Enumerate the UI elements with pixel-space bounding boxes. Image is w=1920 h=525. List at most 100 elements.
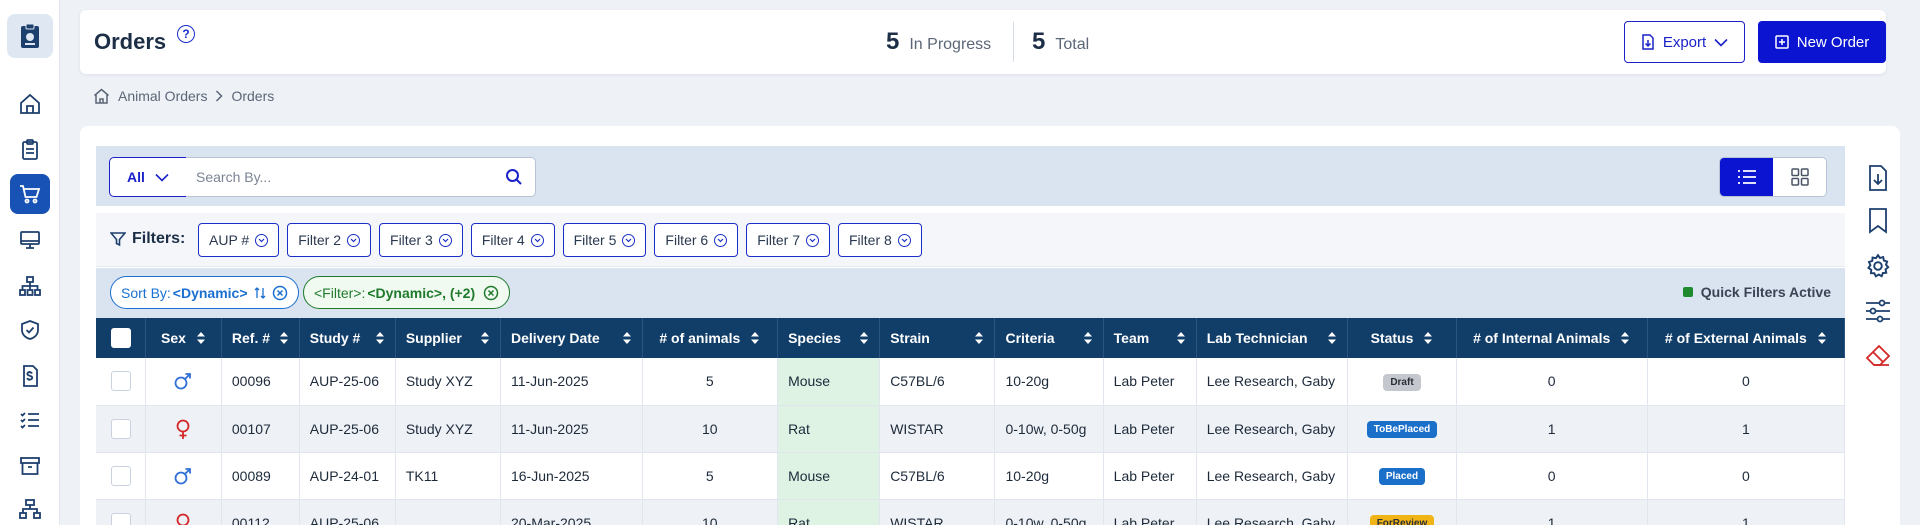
cell-criteria: 0-10w, 0-50g bbox=[994, 499, 1104, 525]
nav-compliance[interactable] bbox=[10, 310, 50, 350]
scope-select-value: All bbox=[127, 169, 145, 185]
chevron-circle-icon bbox=[255, 233, 269, 247]
column-header[interactable]: Species bbox=[777, 318, 881, 358]
nav-orders[interactable] bbox=[10, 174, 50, 214]
hierarchy-icon bbox=[19, 276, 41, 296]
column-header[interactable]: Ref. # bbox=[221, 318, 300, 358]
nav-monitor[interactable] bbox=[10, 220, 50, 260]
sliders-icon bbox=[1866, 299, 1890, 323]
sort-arrows-icon[interactable] bbox=[480, 331, 490, 345]
column-header[interactable]: Supplier bbox=[395, 318, 501, 358]
search-input[interactable] bbox=[196, 167, 486, 187]
filter-chip-aup[interactable]: AUP # bbox=[198, 223, 280, 257]
sort-arrows-icon[interactable] bbox=[375, 331, 385, 345]
settings-button[interactable] bbox=[1862, 250, 1894, 282]
row-checkbox[interactable] bbox=[110, 418, 131, 439]
table-row[interactable]: 00112 AUP-25-06 20-Mar-2025 10 Rat WISTAR 0-10… bbox=[96, 499, 1845, 525]
sort-arrows-icon[interactable] bbox=[859, 331, 869, 345]
cell-lab-technician: Lee Research, Gaby bbox=[1196, 499, 1349, 525]
select-all-header bbox=[96, 318, 147, 358]
column-header[interactable]: Criteria bbox=[994, 318, 1104, 358]
column-header[interactable]: Delivery Date bbox=[500, 318, 643, 358]
sort-arrows-icon[interactable] bbox=[196, 331, 206, 345]
stat-total: 5 Total bbox=[1032, 28, 1089, 56]
column-header[interactable]: Lab Technician bbox=[1196, 318, 1349, 358]
filter-chip-7[interactable]: Filter 7 bbox=[746, 223, 830, 257]
table-row[interactable]: 00096 AUP-25-06 Study XYZ 11-Jun-2025 5 Mouse… bbox=[96, 358, 1845, 405]
view-toggle bbox=[1719, 157, 1827, 197]
column-header[interactable]: Study # bbox=[299, 318, 396, 358]
column-header[interactable]: # of animals bbox=[642, 318, 779, 358]
nav-billing[interactable] bbox=[10, 356, 50, 396]
filter-chip-8[interactable]: Filter 8 bbox=[838, 223, 922, 257]
nav-hierarchy[interactable] bbox=[10, 266, 50, 306]
column-header[interactable]: # of Internal Animals bbox=[1456, 318, 1648, 358]
search-toolbar: All bbox=[96, 146, 1845, 206]
table-row[interactable]: 00107 AUP-25-06 Study XYZ 11-Jun-2025 10 Rat W… bbox=[96, 405, 1845, 452]
sort-arrows-icon[interactable] bbox=[1083, 331, 1093, 345]
app-logo[interactable] bbox=[7, 14, 53, 58]
nav-sitemap[interactable] bbox=[10, 490, 50, 525]
cell-status: ToBePlaced bbox=[1347, 405, 1457, 452]
nav-home[interactable] bbox=[10, 84, 50, 124]
nav-archive[interactable] bbox=[10, 446, 50, 486]
column-header[interactable]: Sex bbox=[145, 318, 222, 358]
clear-filters-button[interactable] bbox=[1862, 340, 1894, 372]
sort-arrows-icon[interactable] bbox=[1817, 331, 1827, 345]
sort-arrows-icon[interactable] bbox=[974, 331, 984, 345]
search-box bbox=[186, 157, 536, 197]
export-button[interactable]: Export bbox=[1624, 21, 1745, 63]
help-icon[interactable]: ? bbox=[177, 25, 195, 43]
cell-select bbox=[96, 358, 147, 405]
select-all-checkbox[interactable] bbox=[110, 328, 131, 348]
row-checkbox[interactable] bbox=[110, 371, 131, 392]
bookmark-button[interactable] bbox=[1862, 205, 1894, 237]
column-header[interactable]: Strain bbox=[879, 318, 996, 358]
table-row[interactable]: 00089 AUP-24-01 TK11 16-Jun-2025 5 Mouse C57BL… bbox=[96, 452, 1845, 499]
download-doc-button[interactable] bbox=[1862, 162, 1894, 194]
breadcrumb-orders[interactable]: Orders bbox=[231, 88, 275, 104]
column-settings-button[interactable] bbox=[1862, 295, 1894, 327]
sort-arrows-icon[interactable] bbox=[1620, 331, 1630, 345]
cell-external-animals: 1 bbox=[1647, 405, 1845, 452]
close-circle-icon[interactable] bbox=[272, 285, 288, 301]
breadcrumb-animal-orders[interactable]: Animal Orders bbox=[118, 88, 208, 104]
sort-arrows-icon[interactable] bbox=[1327, 331, 1337, 345]
filter-chip-5[interactable]: Filter 5 bbox=[562, 223, 647, 257]
cell-team: Lab Peter bbox=[1103, 499, 1197, 525]
status-badge: Placed bbox=[1378, 468, 1426, 485]
sort-arrows-icon[interactable] bbox=[279, 331, 289, 345]
filter-chip-3[interactable]: Filter 3 bbox=[379, 223, 463, 257]
filter-chip-2[interactable]: Filter 2 bbox=[287, 223, 372, 257]
cell-external-animals: 0 bbox=[1647, 358, 1845, 405]
new-order-button[interactable]: New Order bbox=[1758, 21, 1886, 63]
grid-view-button[interactable] bbox=[1773, 158, 1826, 196]
list-view-button[interactable] bbox=[1720, 158, 1773, 196]
column-header-label: # of animals bbox=[659, 330, 741, 346]
shield-check-icon bbox=[21, 320, 39, 340]
scope-select[interactable]: All bbox=[109, 157, 187, 197]
filter-chip-label: Filter 7 bbox=[757, 232, 800, 248]
nav-checklist[interactable] bbox=[10, 400, 50, 440]
close-circle-icon[interactable] bbox=[483, 285, 499, 301]
filter-pill[interactable]: <Filter>: <Dynamic>, (+2) bbox=[303, 276, 511, 309]
row-checkbox[interactable] bbox=[110, 512, 131, 525]
cell-animal-count: 5 bbox=[642, 452, 779, 499]
gear-icon bbox=[1867, 253, 1890, 278]
sort-arrows-icon[interactable] bbox=[750, 331, 760, 345]
new-order-label: New Order bbox=[1796, 33, 1870, 51]
column-header[interactable]: Team bbox=[1103, 318, 1197, 358]
column-header[interactable]: # of External Animals bbox=[1647, 318, 1845, 358]
home-icon[interactable] bbox=[93, 88, 110, 104]
filter-chip-4[interactable]: Filter 4 bbox=[470, 223, 555, 257]
sort-arrows-icon[interactable] bbox=[622, 331, 632, 345]
sort-arrows-icon[interactable] bbox=[1176, 331, 1186, 345]
sort-pill[interactable]: Sort By: <Dynamic> bbox=[110, 276, 299, 309]
search-icon[interactable] bbox=[505, 168, 523, 186]
nav-tasks[interactable] bbox=[10, 130, 50, 170]
row-checkbox[interactable] bbox=[110, 465, 131, 486]
cell-internal-animals: 1 bbox=[1456, 405, 1648, 452]
sort-arrows-icon[interactable] bbox=[1423, 331, 1433, 345]
filter-chip-6[interactable]: Filter 6 bbox=[654, 223, 739, 257]
column-header[interactable]: Status bbox=[1347, 318, 1457, 358]
